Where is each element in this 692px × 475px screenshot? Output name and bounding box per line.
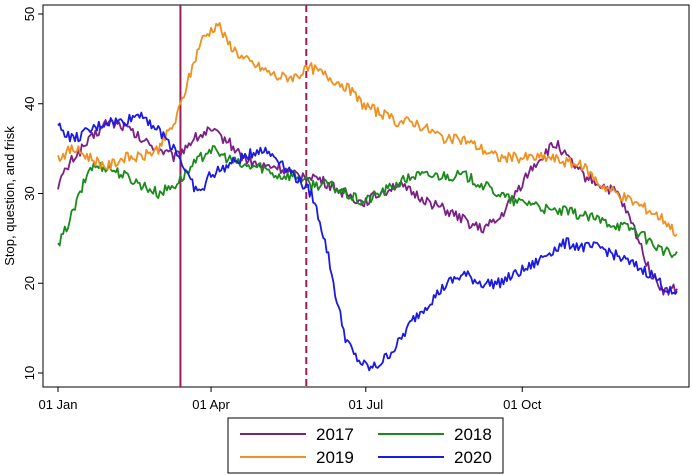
x-tick-label: 01 Jul xyxy=(348,397,383,412)
legend-label-2018: 2018 xyxy=(454,425,492,444)
series-lines xyxy=(57,22,678,372)
x-tick-label: 01 Jan xyxy=(38,397,77,412)
series-line-2019 xyxy=(57,22,678,237)
x-tick-label: 01 Oct xyxy=(503,397,542,412)
y-tick-label: 40 xyxy=(22,97,37,111)
series-line-2017 xyxy=(57,119,678,296)
legend-box xyxy=(227,417,504,474)
plot-area xyxy=(42,4,690,388)
series-line-2020 xyxy=(57,111,678,372)
series-line-2018 xyxy=(57,145,678,259)
legend-label-2017: 2017 xyxy=(316,425,354,444)
legend-label-2019: 2019 xyxy=(316,448,354,467)
x-tick-label: 01 Apr xyxy=(192,397,230,412)
legend-label-2020: 2020 xyxy=(454,448,492,467)
reference-lines xyxy=(179,5,308,387)
legend: 2017 2018 2019 2020 xyxy=(227,417,504,474)
y-tick-label: 50 xyxy=(22,7,37,21)
x-axis: 01 Jan 01 Apr 01 Jul 01 Oct xyxy=(38,387,542,412)
y-tick-label: 20 xyxy=(22,276,37,290)
y-tick-label: 30 xyxy=(22,186,37,200)
y-axis: 10 20 30 40 50 xyxy=(22,7,43,380)
y-tick-label: 10 xyxy=(22,366,37,380)
y-axis-title: Stop, question, and frisk xyxy=(2,126,17,266)
